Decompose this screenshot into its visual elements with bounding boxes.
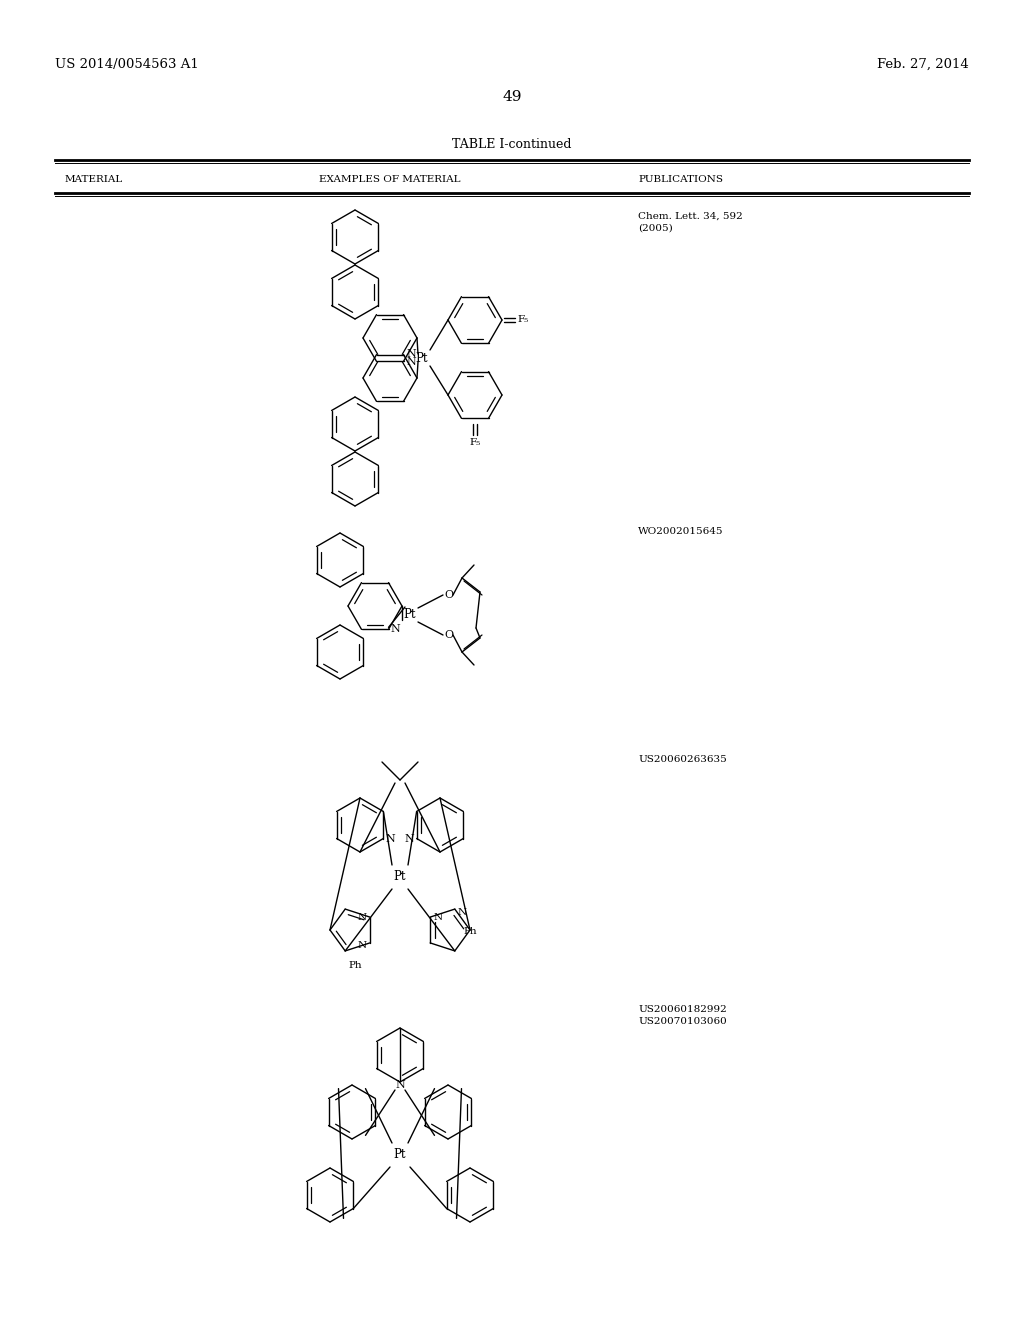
Text: N: N [385, 833, 395, 843]
Text: PUBLICATIONS: PUBLICATIONS [638, 176, 723, 183]
Text: Pt: Pt [394, 1148, 407, 1162]
Text: Pt: Pt [403, 609, 416, 622]
Text: 49: 49 [502, 90, 522, 104]
Text: N: N [433, 912, 442, 921]
Text: N: N [357, 941, 367, 950]
Text: F₅: F₅ [517, 315, 528, 325]
Text: N: N [407, 358, 416, 367]
Text: Pt: Pt [394, 870, 407, 883]
Text: MATERIAL: MATERIAL [65, 176, 123, 183]
Text: N: N [404, 833, 415, 843]
Text: N: N [357, 912, 367, 921]
Text: F₅: F₅ [469, 438, 480, 447]
Text: O: O [444, 630, 454, 640]
Text: Ph: Ph [348, 961, 361, 970]
Text: Chem. Lett. 34, 592
(2005): Chem. Lett. 34, 592 (2005) [638, 213, 742, 232]
Text: US 2014/0054563 A1: US 2014/0054563 A1 [55, 58, 199, 71]
Text: US20060263635: US20060263635 [638, 755, 727, 764]
Text: N: N [458, 908, 467, 916]
Text: N: N [395, 1080, 404, 1090]
Text: Feb. 27, 2014: Feb. 27, 2014 [878, 58, 969, 71]
Text: Ph: Ph [463, 927, 476, 936]
Text: EXAMPLES OF MATERIAL: EXAMPLES OF MATERIAL [319, 176, 461, 183]
Text: US20060182992
US20070103060: US20060182992 US20070103060 [638, 1005, 727, 1026]
Text: TABLE I-continued: TABLE I-continued [453, 139, 571, 150]
Text: N: N [407, 348, 416, 359]
Text: WO2002015645: WO2002015645 [638, 527, 724, 536]
Text: N: N [390, 624, 400, 635]
Text: Pt: Pt [416, 351, 428, 364]
Text: O: O [444, 590, 454, 601]
